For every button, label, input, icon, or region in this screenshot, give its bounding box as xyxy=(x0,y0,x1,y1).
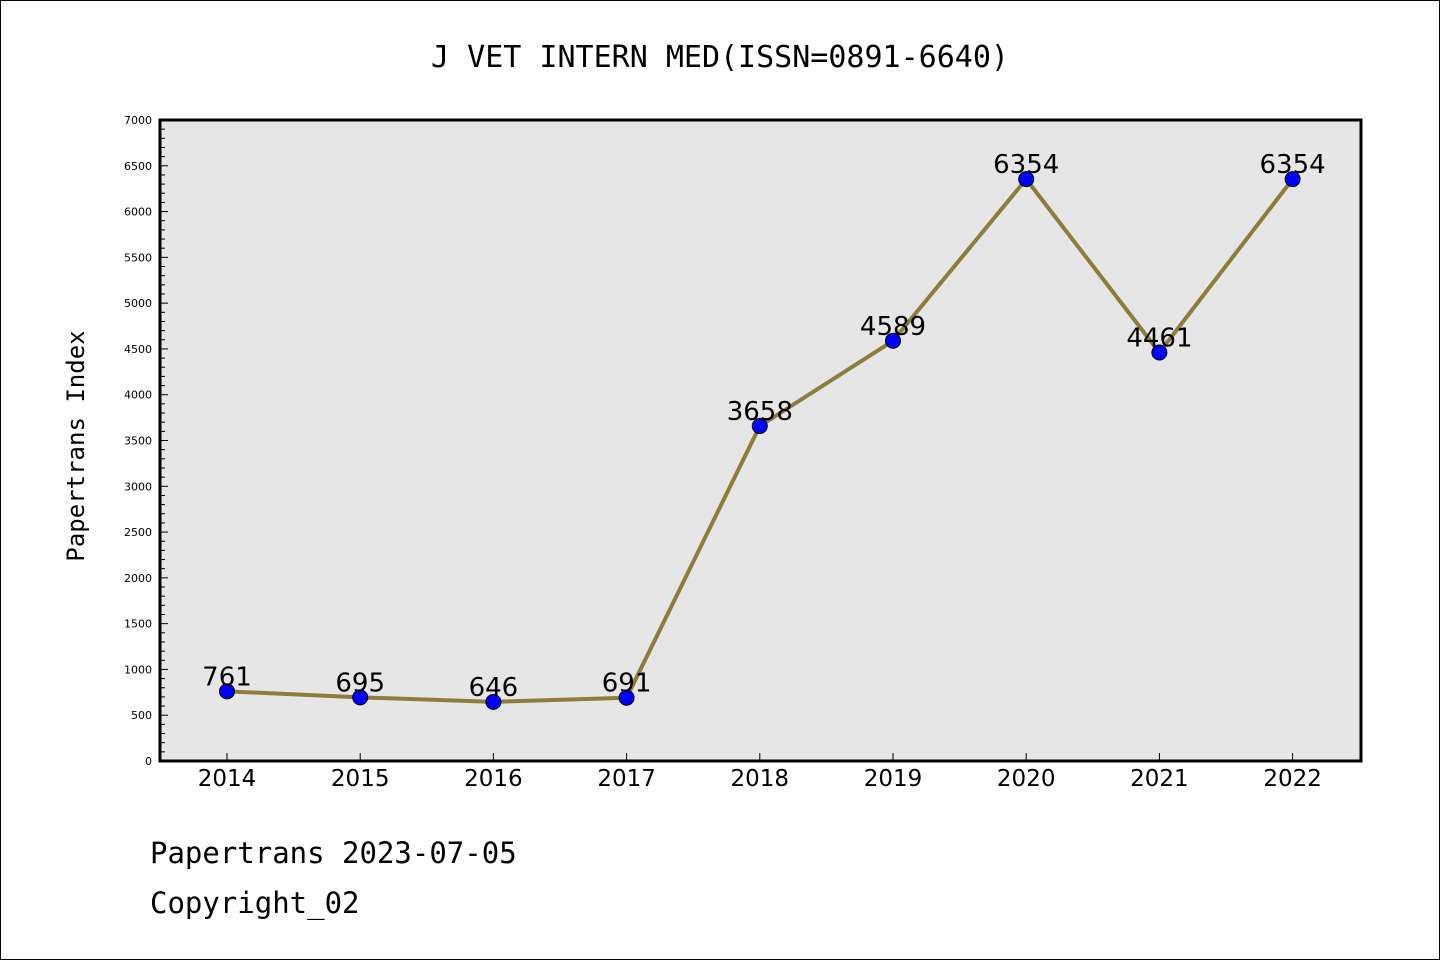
x-tick-label: 2018 xyxy=(731,766,790,792)
data-point xyxy=(618,689,635,706)
y-tick-label: 1500 xyxy=(124,618,152,631)
y-tick-label: 6500 xyxy=(124,160,152,173)
y-tick-label: 5000 xyxy=(124,297,152,310)
x-tick-label: 2014 xyxy=(198,766,257,792)
data-point xyxy=(885,332,901,349)
data-label: 6354 xyxy=(1260,150,1326,180)
data-labels: 761 695 646 691 3658 4589 6354 4461 6354 xyxy=(202,150,1326,703)
x-tick-label: 2017 xyxy=(597,766,656,792)
data-label: 695 xyxy=(335,668,385,698)
y-tick-label: 7000 xyxy=(124,114,152,127)
x-tick-label: 2016 xyxy=(464,766,523,792)
data-label: 6354 xyxy=(993,150,1059,180)
x-tick-label: 2019 xyxy=(864,766,923,792)
data-label: 4461 xyxy=(1126,323,1192,353)
y-tick-label: 2000 xyxy=(124,572,152,585)
x-tick-label: 2020 xyxy=(997,766,1056,792)
y-tick-label: 2500 xyxy=(124,526,152,539)
y-tick-label: 0 xyxy=(145,755,152,768)
data-label: 3658 xyxy=(727,397,793,427)
footer-date: Papertrans 2023-07-05 xyxy=(150,836,517,870)
chart-title: J VET INTERN MED(ISSN=0891-6640) xyxy=(431,40,1009,75)
footer-copyright: Copyright_02 xyxy=(150,886,360,920)
data-label: 761 xyxy=(202,662,252,692)
y-tick-label: 4500 xyxy=(124,343,152,356)
y-tick-label: 1000 xyxy=(124,663,152,676)
y-tick-label: 500 xyxy=(131,709,152,722)
data-point xyxy=(1151,344,1168,361)
data-point xyxy=(352,689,369,706)
x-tick-label: 2021 xyxy=(1130,766,1189,792)
data-point xyxy=(1018,171,1035,188)
plot-area xyxy=(158,118,1363,763)
y-axis-label: Papertrans Index xyxy=(62,330,90,561)
y-tick-label: 6000 xyxy=(124,206,152,219)
y-tick-label: 3000 xyxy=(124,480,152,493)
data-label: 646 xyxy=(469,673,519,703)
x-tick-label: 2015 xyxy=(331,766,390,792)
data-point xyxy=(751,418,768,435)
y-tick-label: 5500 xyxy=(124,251,152,264)
data-label: 691 xyxy=(602,669,652,699)
data-label: 4589 xyxy=(860,312,926,342)
axis-ticks: 0 500 1000 1500 2000 2500 3000 3500 4000 4500 5000… xyxy=(124,114,1322,792)
series-markers xyxy=(219,171,1301,710)
y-tick-label: 4000 xyxy=(124,389,152,402)
x-tick-label: 2022 xyxy=(1263,766,1322,792)
data-point xyxy=(219,683,235,700)
data-point xyxy=(1284,171,1301,188)
data-point xyxy=(485,693,502,710)
y-tick-label: 3500 xyxy=(124,435,152,448)
